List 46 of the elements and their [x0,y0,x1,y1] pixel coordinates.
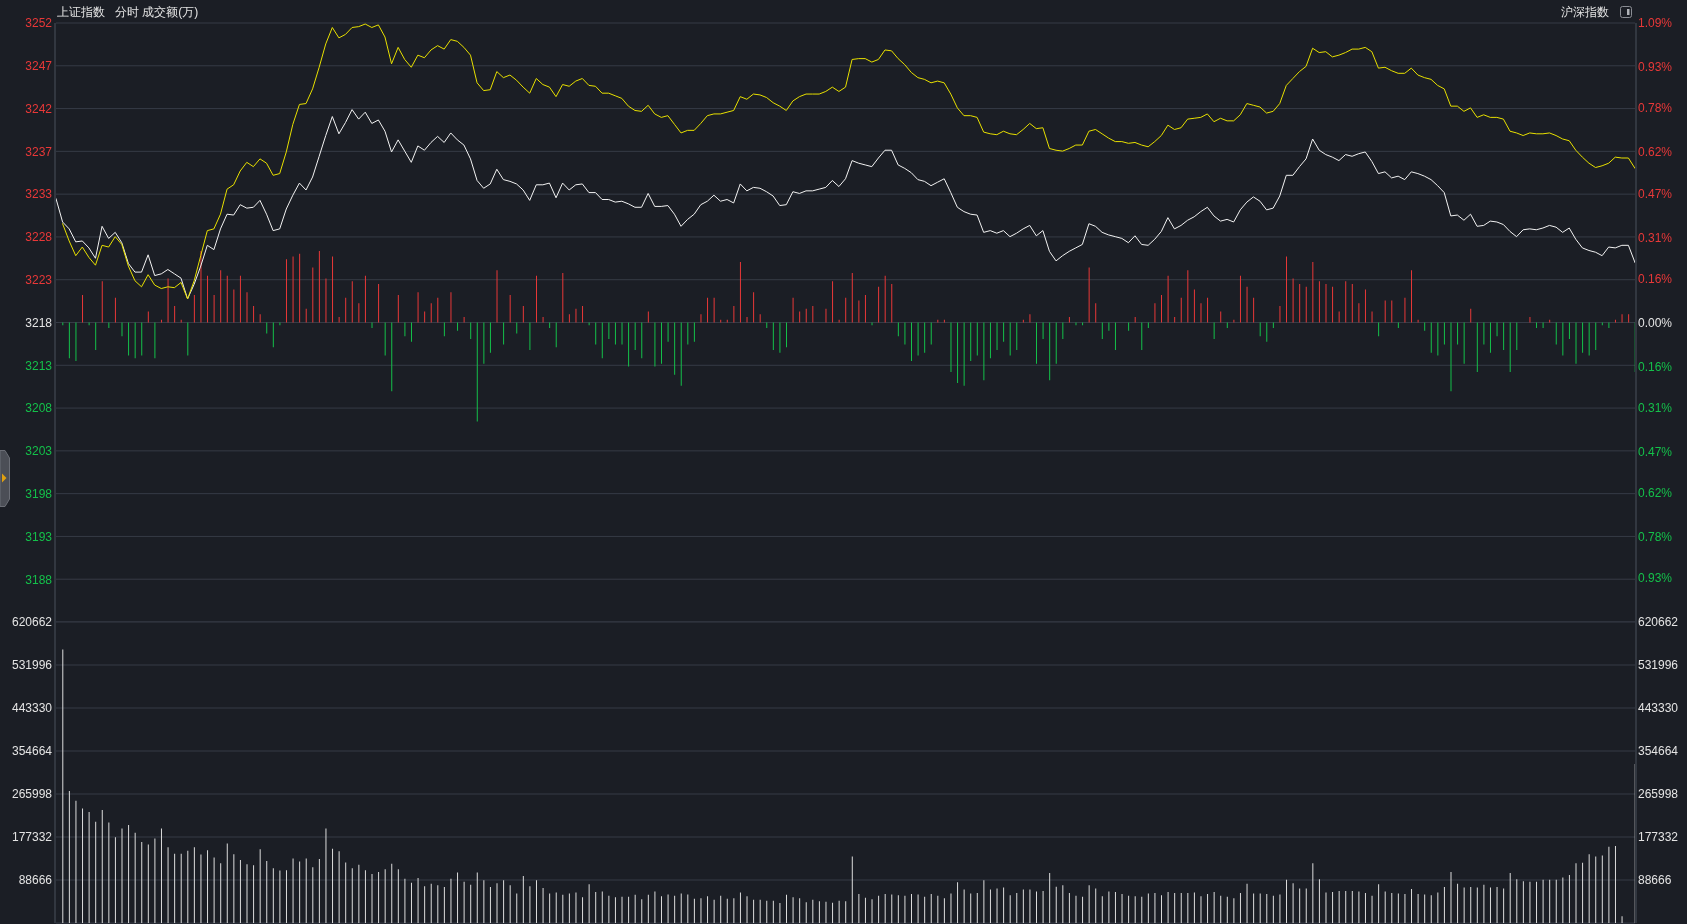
y2-tick-label: 354664 [1638,744,1679,759]
y-tick-label: 88666 [18,873,53,888]
y2-tick-label: 620662 [1638,615,1679,630]
y2-tick-label: 531996 [1638,658,1679,673]
y-tick-label: 443330 [11,701,53,716]
y-tick-label: 3252 [25,16,53,31]
y-tick-label: 354664 [11,744,53,759]
y2-tick-label: 0.31% [1638,401,1673,415]
y2-tick-label: 0.47% [1638,186,1673,201]
y2-tick-label: 0.93% [1638,571,1673,586]
y2-tick-label: 0.78% [1638,530,1673,545]
y-tick-label: 3242 [25,101,53,116]
y-tick-label: 3213 [25,358,53,373]
y2-tick-label: 0.62% [1638,145,1673,160]
y2-tick-label: 0.31% [1638,230,1673,245]
y2-tick-label: 0.00% [1638,315,1673,330]
y-tick-label: 3208 [25,401,53,416]
y2-tick-label: 0.16% [1638,271,1673,286]
y-tick-label: 3218 [25,315,53,330]
y2-tick-label: 0.62% [1638,486,1673,501]
y-tick-label: 265998 [11,787,53,802]
y2-tick-label: 0.78% [1638,101,1673,116]
y2-tick-label: 443330 [1638,701,1679,716]
y2-tick-label: 88666 [1638,873,1672,888]
y2-tick-label: 0.16% [1638,359,1673,374]
chart-title: 上证指数 [57,4,105,20]
y-tick-label: 177332 [11,830,53,845]
y-tick-label: 620662 [11,615,53,630]
chart-subtitle: 分时 成交额(万) [115,4,199,20]
y2-tick-label: 0.47% [1638,444,1673,459]
y-tick-label: 3237 [25,144,53,159]
y-tick-label: 3198 [25,486,53,501]
line-series [62,23,1635,300]
y2-tick-label: 177332 [1638,830,1679,845]
y-tick-label: 3203 [25,444,53,459]
y-tick-label: 3193 [25,529,53,544]
y-tick-label: 3228 [25,230,53,245]
y-tick-label: 3247 [25,59,53,74]
y-tick-label: 3233 [25,187,53,202]
y-tick-label: 3223 [25,273,53,288]
y2-tick-label: 265998 [1638,787,1679,802]
text: 沪深指数 [1561,4,1609,20]
y2-tick-label: 0.93% [1638,60,1673,75]
y-tick-label: 3188 [25,572,53,587]
y2-tick-label: 1.09% [1638,16,1673,31]
y-tick-label: 531996 [11,658,53,673]
